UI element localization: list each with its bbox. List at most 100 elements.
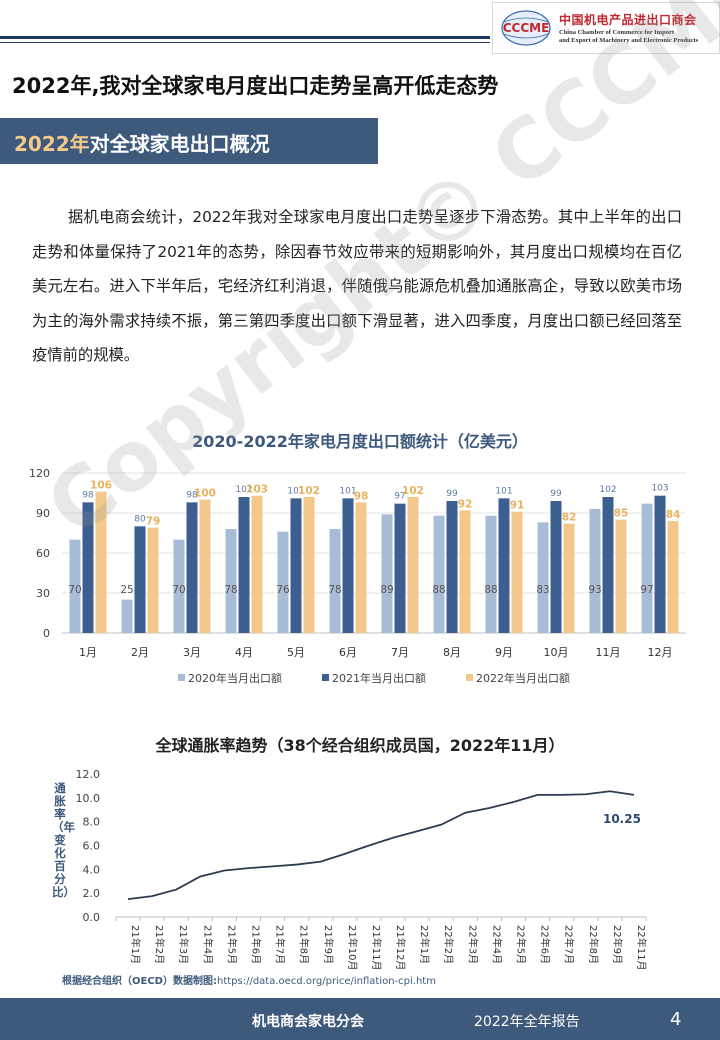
legend-label: 2020年当月出口额 [188, 671, 282, 685]
line-chart-x-tick: 21年6月 [250, 925, 263, 964]
line-chart-x-tick: 22年1月 [418, 925, 431, 964]
line-chart-x-tick: 21年12月 [394, 925, 407, 970]
bar-chart-y-tick: 120 [29, 467, 50, 480]
bar-chart-x-tick: 12月 [648, 646, 673, 659]
bar-2020 [537, 522, 549, 633]
bar-chart-x-tick: 9月 [495, 646, 513, 659]
bar-2022 [667, 521, 679, 633]
bar-data-label-2022: 84 [666, 509, 681, 521]
bar-chart-x-tick: 1月 [79, 646, 97, 659]
logo-english-line2: and Export of Machinery and Electronic P… [559, 37, 699, 44]
bar-data-label-2020: 76 [276, 584, 290, 596]
bar-2021 [186, 502, 198, 633]
legend-label: 2022年当月出口额 [476, 671, 570, 685]
header-rule-thick [0, 36, 490, 39]
bar-2020 [121, 599, 133, 633]
bar-chart-x-tick: 2月 [131, 646, 149, 659]
bar-data-label-2022: 102 [402, 485, 424, 497]
cccme-globe-icon: CCCME [501, 10, 551, 46]
line-chart-x-tick: 22年7月 [563, 925, 576, 964]
line-chart-x-tick: 21年3月 [177, 925, 190, 964]
footer-report-name: 2022年全年报告 [474, 1014, 580, 1030]
bar-data-label-2022: 82 [562, 512, 577, 524]
bar-2022 [407, 497, 419, 633]
line-chart-y-tick: 6.0 [83, 840, 101, 853]
bar-data-label-2020: 25 [120, 584, 133, 596]
source-url[interactable]: https://data.oecd.org/price/inflation-cp… [216, 976, 436, 987]
bar-data-label-2021: 101 [339, 486, 356, 496]
legend-swatch [322, 674, 329, 681]
bar-chart-x-tick: 5月 [287, 646, 305, 659]
line-chart-x-tick: 22年2月 [442, 925, 455, 964]
bar-data-label-2020: 70 [68, 584, 81, 596]
bar-2022 [355, 502, 367, 633]
data-source-note: 根据经合组织（OECD）数据制图:https://data.oecd.org/p… [62, 972, 436, 987]
bar-data-label-2022: 106 [90, 480, 112, 492]
bar-data-label-2022: 102 [298, 485, 320, 497]
bar-data-label-2022: 85 [614, 508, 629, 520]
bar-2022 [303, 497, 315, 633]
line-chart-x-tick: 22年9月 [611, 925, 624, 964]
bar-2022 [147, 527, 159, 633]
bar-data-label-2021: 99 [446, 489, 458, 499]
line-chart-y-tick: 4.0 [83, 863, 101, 876]
line-chart-x-tick: 21年9月 [322, 925, 335, 964]
bar-data-label-2021: 80 [134, 514, 146, 524]
bar-chart-x-tick: 8月 [443, 646, 461, 659]
line-chart-x-tick: 21年8月 [298, 925, 311, 964]
bar-2021 [498, 498, 510, 633]
bar-2022 [511, 511, 523, 633]
cccme-logo: CCCME 中国机电产品进出口商会 China Chamber of Comme… [492, 2, 720, 54]
bar-2022 [563, 523, 575, 633]
bar-2020 [433, 515, 445, 633]
source-label: 根据经合组织（OECD）数据制图: [62, 976, 217, 987]
bar-2020 [485, 515, 497, 633]
bar-data-label-2021: 97 [394, 492, 405, 502]
line-chart-x-tick: 21年11月 [370, 925, 383, 970]
bar-data-label-2022: 92 [458, 498, 473, 510]
bar-2020 [329, 529, 341, 633]
logo-chinese-name: 中国机电产品进出口商会 [559, 13, 697, 27]
line-chart-x-tick: 21年7月 [274, 925, 287, 964]
bar-data-label-2020: 70 [172, 584, 185, 596]
bar-2020 [381, 514, 393, 633]
bar-chart-y-tick: 0 [43, 627, 50, 640]
bar-2022 [251, 495, 263, 633]
line-chart-y-tick: 12.0 [76, 768, 101, 781]
bar-data-label-2020: 88 [484, 584, 497, 596]
bar-chart-y-tick: 90 [36, 507, 50, 520]
page-number: 4 [670, 1009, 682, 1030]
line-chart-x-tick: 22年4月 [490, 925, 503, 964]
bar-2021 [446, 501, 458, 633]
bar-data-label-2022: 79 [146, 516, 161, 528]
bar-data-label-2021: 98 [186, 490, 198, 500]
line-chart-x-tick: 21年4月 [201, 925, 214, 964]
bar-chart-x-tick: 4月 [235, 646, 253, 659]
bar-data-label-2021: 99 [550, 489, 562, 499]
bar-2021 [602, 497, 614, 633]
bar-data-label-2021: 98 [82, 490, 94, 500]
bar-2020 [277, 531, 289, 633]
bar-data-label-2022: 98 [354, 490, 369, 502]
bar-data-label-2022: 103 [246, 484, 268, 496]
line-chart-x-tick: 22年5月 [515, 925, 528, 964]
line-chart-y-tick: 10.0 [76, 792, 101, 805]
line-chart-x-tick: 22年8月 [587, 925, 600, 964]
bar-2022 [199, 499, 211, 633]
bar-2020 [173, 539, 185, 633]
line-chart-y-tick: 8.0 [83, 816, 101, 829]
bar-2020 [225, 529, 237, 633]
header-rule-thin [0, 42, 490, 43]
line-chart-x-tick: 22年11月 [635, 925, 648, 970]
section-title-year: 2022年 [14, 132, 90, 156]
line-chart-x-tick: 21年2月 [153, 925, 166, 964]
line-chart-title: 全球通胀率趋势（38个经合组织成员国，2022年11月） [155, 736, 565, 755]
bar-2021 [134, 526, 146, 633]
bar-data-label-2022: 100 [194, 488, 216, 500]
bar-2021 [82, 502, 94, 633]
inflation-line [127, 790, 635, 901]
line-chart: 0.0 2.0 4.0 6.0 8.0 10.0 12.0 21年1月 21年2月 21年3月 21… [76, 768, 648, 970]
line-chart-y-tick: 0.0 [83, 911, 101, 924]
bar-chart-x-tick: 7月 [391, 646, 409, 659]
